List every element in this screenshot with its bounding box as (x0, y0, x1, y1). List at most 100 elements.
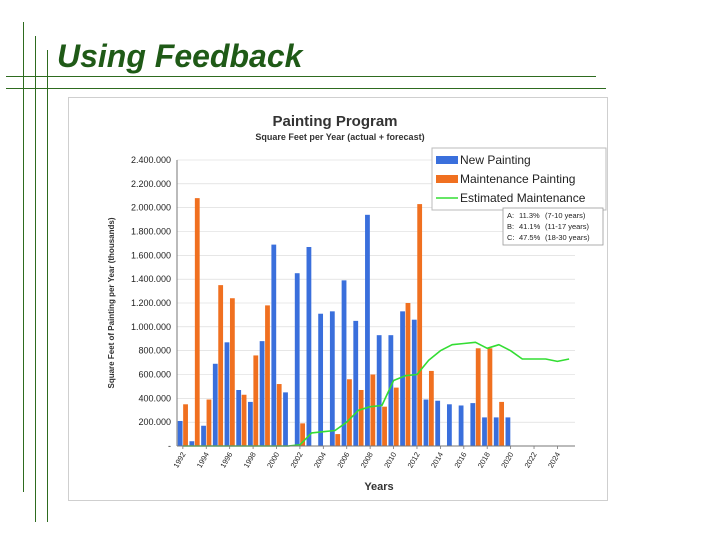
bar-maintenance-painting (183, 404, 188, 446)
bar-new-painting (458, 405, 464, 446)
y-tick-label: 400.000 (138, 393, 171, 403)
bar-new-painting (341, 280, 347, 446)
chart-title: Painting Program (272, 113, 397, 130)
decor-vertical-line-1 (23, 22, 24, 492)
annotation-c-pct: 47.5% (519, 233, 541, 242)
y-tick-label: 1.800.000 (131, 227, 171, 237)
bar-maintenance-painting (393, 387, 399, 446)
x-tick-label: 2000 (265, 451, 281, 470)
annotation-frame (502, 207, 604, 246)
annotation-c-range: (18-30 years) (545, 233, 590, 242)
y-tick-label: 1.000.000 (131, 322, 171, 332)
legend-swatch-maintenance-painting (436, 175, 458, 183)
y-tick-label: 1.400.000 (131, 274, 171, 284)
annotation-box: A: 11.3% (7-10 years) B: 41.1% (11-17 ye… (502, 207, 604, 246)
annotation-a-range: (7-10 years) (545, 211, 586, 220)
x-tick-label: 1994 (195, 451, 211, 470)
bar-maintenance-painting (241, 394, 247, 446)
x-tick-label: 2010 (382, 451, 398, 470)
annotation-a-label: A: (507, 211, 514, 220)
bar-new-painting (259, 341, 265, 446)
bar-new-painting (306, 246, 312, 446)
bar-maintenance-painting (475, 348, 481, 446)
bar-maintenance-painting (206, 399, 212, 446)
x-tick-label: 2002 (289, 451, 305, 470)
bar-new-painting (212, 363, 218, 446)
bar-maintenance-painting (194, 198, 200, 446)
bar-new-painting (376, 335, 382, 446)
annotation-a-pct: 11.3% (519, 211, 540, 220)
bar-maintenance-painting (347, 379, 352, 446)
y-tick-label: 2.200.000 (131, 179, 171, 189)
x-tick-label: 2016 (452, 451, 468, 470)
bar-new-painting (482, 417, 487, 446)
annotation-b-label: B: (507, 222, 514, 231)
bar-new-painting (224, 342, 230, 446)
annotation-b-range: (11-17 years) (545, 222, 590, 231)
y-tick-label: 1.600.000 (131, 250, 171, 260)
bar-maintenance-painting (253, 355, 259, 446)
bar-new-painting (435, 400, 441, 446)
bar-new-painting (247, 401, 253, 446)
bar-maintenance-painting (428, 370, 434, 446)
chart-frame: - 200.000 400.000 600.000 800.000 1.000.000 1.… (68, 97, 608, 501)
decor-horizontal-line-2 (6, 88, 606, 89)
x-tick-label: 2012 (406, 451, 422, 470)
y-tick-label: 200.000 (138, 417, 171, 427)
annotation-b-pct: 41.1% (519, 222, 541, 231)
bar-new-painting (189, 441, 195, 446)
x-tick-label: 2018 (476, 451, 492, 470)
y-tick-label: 2.400.000 (131, 155, 171, 165)
bar-new-painting (236, 389, 242, 446)
legend-label-new-painting: New Painting (460, 153, 531, 167)
x-tick-label: 1998 (242, 451, 258, 470)
x-tick-label: 1992 (171, 451, 187, 470)
annotation-c-label: C: (507, 233, 515, 242)
y-tick-label: - (168, 441, 171, 451)
y-tick-label: 600.000 (138, 370, 171, 380)
axes: - 200.000 400.000 600.000 800.000 1.000.000 1.… (131, 155, 575, 469)
bar-maintenance-painting (358, 389, 364, 446)
x-tick-label: 2004 (312, 451, 328, 470)
chart: - 200.000 400.000 600.000 800.000 1.000.000 1.… (107, 113, 607, 493)
bar-maintenance-painting (499, 401, 505, 446)
bar-new-painting (470, 403, 476, 446)
x-tick-label: 2008 (359, 451, 375, 470)
y-axis-label: Square Feet of Painting per Year (thousa… (107, 217, 116, 388)
bar-new-painting (329, 311, 335, 446)
legend-label-estimated-maintenance: Estimated Maintenance (460, 191, 586, 205)
bar-maintenance-painting (405, 303, 411, 446)
bar-maintenance-painting (229, 298, 235, 446)
bar-maintenance-painting (218, 285, 224, 446)
bar-maintenance-painting (417, 204, 423, 446)
x-tick-label: 2022 (523, 451, 539, 470)
bar-new-painting (505, 417, 511, 446)
bar-new-painting (365, 214, 370, 446)
y-tick-label: 1.200.000 (131, 298, 171, 308)
bar-maintenance-painting (370, 374, 376, 446)
bar-new-painting (411, 319, 417, 446)
bar-new-painting (201, 425, 206, 446)
bar-new-painting (493, 417, 499, 446)
chart-subtitle: Square Feet per Year (actual + forecast) (255, 132, 424, 142)
bar-maintenance-painting (382, 406, 387, 446)
x-tick-label: 2006 (335, 451, 351, 470)
x-tick-label: 2024 (546, 451, 562, 470)
decor-vertical-line-2 (35, 36, 36, 522)
bar-new-painting (177, 420, 183, 446)
bar-maintenance-painting (276, 384, 282, 446)
bar-new-painting (283, 392, 288, 446)
bar-maintenance-painting (265, 305, 270, 446)
bar-new-painting (446, 404, 452, 446)
legend: New Painting Maintenance Painting Estima… (431, 147, 607, 211)
y-tick-label: 2.000.000 (131, 203, 171, 213)
bar-new-painting (400, 311, 405, 446)
x-tick-label: 1996 (218, 451, 234, 470)
x-axis-label: Years (364, 481, 393, 493)
decor-horizontal-line-1 (6, 76, 596, 77)
bar-new-painting (271, 244, 277, 446)
decor-vertical-line-3 (47, 50, 48, 522)
bar-new-painting (353, 320, 359, 446)
x-tick-label: 2014 (429, 451, 445, 470)
y-tick-label: 800.000 (138, 346, 171, 356)
